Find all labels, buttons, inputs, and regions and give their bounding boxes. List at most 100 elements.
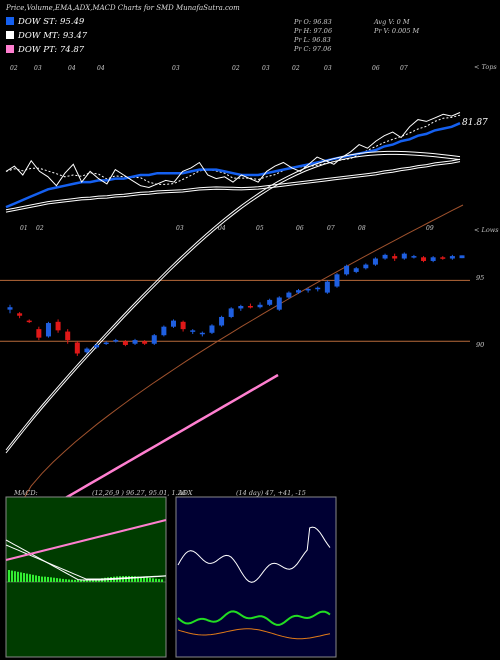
macd-histogram-bar — [77, 579, 79, 582]
candle-body — [132, 340, 138, 344]
candle-body — [219, 316, 225, 326]
macd-histogram-bar — [59, 578, 61, 582]
adx-minus-di-line — [177, 628, 331, 640]
candle-body — [113, 340, 119, 342]
macd-histogram-bar — [20, 572, 22, 582]
candle-body — [305, 288, 311, 291]
candle-body — [296, 290, 302, 293]
macd-histogram-bar — [56, 578, 58, 582]
macd-panel — [5, 496, 167, 658]
ohlc-close: Pr C: 97.06 — [294, 45, 332, 53]
candle-body — [161, 326, 167, 336]
macd-histogram-bar — [44, 576, 46, 582]
macd-histogram-bar — [143, 577, 145, 582]
candle-date-label: 06 — [296, 225, 304, 232]
candle-body — [459, 255, 465, 259]
macd-histogram-bar — [86, 579, 88, 582]
mt-curve-1 — [5, 150, 461, 451]
macd-histogram-bar — [83, 579, 85, 582]
macd-histogram-bar — [89, 579, 91, 582]
candle-body — [45, 323, 51, 337]
tops-date-label: 03 — [324, 65, 332, 72]
macd-pt-overlay — [5, 519, 167, 561]
candle-date-label: 03 — [176, 225, 184, 232]
adx-background — [175, 496, 337, 658]
candle-body — [94, 344, 100, 348]
macd-values: (12,26,9 ) 96.27, 95.01, 1.26 — [92, 489, 186, 497]
macd-histogram-bar — [71, 579, 73, 582]
candle-date-label: 09 — [426, 225, 434, 232]
candle-body — [36, 329, 42, 338]
tops-date-label: 02 — [232, 65, 240, 72]
macd-histogram-bar — [11, 570, 13, 582]
macd-histogram-bar — [32, 574, 34, 582]
tops-date-label: 02 — [10, 65, 18, 72]
adx-values: (14 day) 47, +41, -15 — [236, 489, 306, 497]
level-label-90: 90 — [476, 341, 485, 349]
macd-histogram-bar — [53, 577, 55, 582]
tops-price-label: 81.87 — [462, 118, 488, 128]
candle-body — [382, 254, 388, 259]
macd-histogram-bar — [128, 576, 130, 582]
macd-histogram-bar — [14, 571, 16, 582]
candle-body — [401, 253, 407, 259]
macd-histogram-bar — [152, 578, 154, 582]
tops-price-line — [5, 112, 461, 189]
candle-body — [122, 341, 128, 345]
macd-histogram-bar — [146, 577, 148, 582]
lows-tag: < Lows — [474, 226, 499, 234]
candle-body — [449, 256, 455, 259]
macd-title: MACD: — [14, 489, 38, 497]
long-ema-curve — [19, 204, 464, 506]
candle-body — [180, 321, 186, 330]
candle-date-label: 08 — [358, 225, 366, 232]
candle-body — [392, 256, 398, 259]
volume-current: Pr V: 0.005 M — [374, 27, 420, 35]
candle-body — [170, 320, 176, 327]
legend-swatch-st — [6, 17, 14, 25]
candle-body — [228, 308, 234, 317]
candle-body — [267, 299, 273, 305]
macd-histogram-bar — [80, 579, 82, 582]
tops-date-label: 04 — [68, 65, 76, 72]
candle-body — [334, 274, 340, 287]
tops-tag: < Tops — [474, 63, 497, 71]
macd-histogram-bar — [62, 578, 64, 582]
candle-body — [411, 256, 417, 258]
volume-avg: Avg V: 0 M — [374, 18, 410, 26]
macd-signal-line — [5, 544, 167, 580]
candle-body — [103, 342, 109, 345]
macd-histogram-bar — [29, 574, 31, 582]
candle-body — [324, 281, 330, 293]
ohlc-high: Pr H: 97.06 — [294, 27, 333, 35]
candle-date-label: 05 — [256, 225, 264, 232]
candle-body — [257, 304, 263, 308]
tops-date-label: 02 — [292, 65, 300, 72]
legend-dow-st: DOW ST: 95.49 — [6, 17, 84, 27]
candle-body — [430, 257, 436, 261]
level-label-95: 95 — [476, 274, 485, 282]
tops-date-label: 03 — [34, 65, 42, 72]
ohlc-open: Pr O: 96.83 — [294, 18, 332, 26]
candle-date-label: 02 — [36, 225, 44, 232]
macd-histogram-bar — [161, 579, 163, 582]
candle-body — [363, 264, 369, 269]
candle-body — [276, 297, 282, 310]
tops-slow-ema-1 — [5, 158, 461, 211]
macd-histogram-bar — [125, 576, 127, 582]
candle-body — [372, 258, 378, 265]
legend-label-mt: DOW MT: 93.47 — [18, 31, 88, 41]
candle-date-label: 07 — [327, 225, 335, 232]
macd-histogram-bar — [92, 579, 94, 582]
adx-line — [177, 526, 331, 583]
adx-plus-di-line — [177, 610, 331, 626]
tops-panel: 02 03 04 04 03 02 03 02 03 06 07 — [5, 65, 461, 213]
candle-body — [26, 320, 32, 323]
candle-body — [353, 268, 359, 272]
candle-body — [7, 307, 13, 310]
candle-body — [84, 348, 90, 353]
ohlc-low: Pr L: 96.83 — [294, 36, 331, 44]
macd-histogram-bar — [50, 577, 52, 582]
candle-body — [17, 313, 23, 316]
tops-dotted-average — [5, 114, 461, 185]
